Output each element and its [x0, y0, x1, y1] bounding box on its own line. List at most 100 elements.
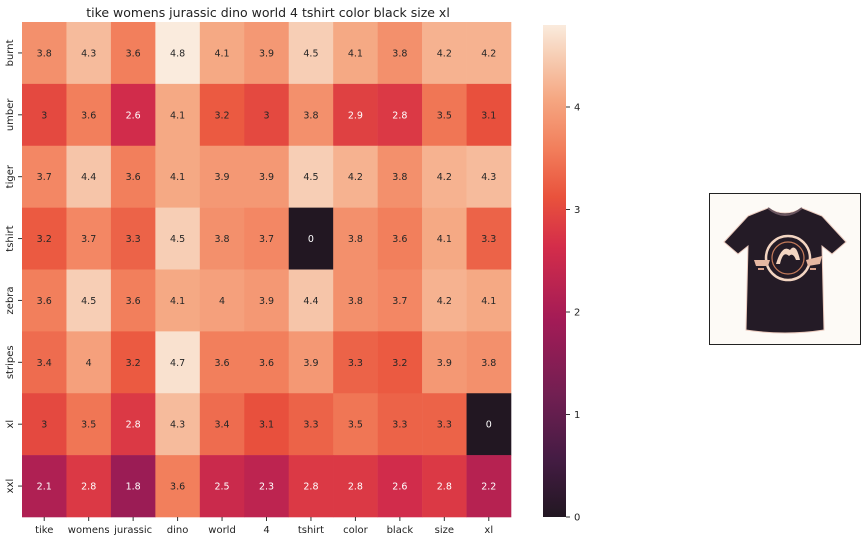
heatmap-cell [66, 145, 112, 208]
cell-value-label: 3.5 [81, 420, 96, 431]
heatmap-cell [155, 269, 201, 332]
cell-value-label: 3.8 [392, 172, 407, 183]
cell-value-label: 3.8 [348, 234, 363, 245]
heatmap-cell [422, 393, 467, 456]
heatmap-cell [155, 207, 201, 270]
cell-value-label: 3.5 [437, 110, 452, 121]
heatmap-cell [110, 331, 156, 394]
cell-value-label: 3.3 [481, 234, 496, 245]
heatmap-cell [244, 393, 290, 456]
x-tick-label: tshirt [298, 525, 324, 536]
heatmap-cell [466, 207, 512, 270]
heatmap-cell [66, 269, 112, 332]
cell-value-label: 4.7 [170, 358, 185, 369]
cell-value-label: 3.6 [214, 358, 229, 369]
heatmap-cell [333, 83, 378, 147]
heatmap-cell [22, 145, 67, 208]
cell-value-label: 4.1 [437, 234, 452, 245]
heatmap-cell [422, 22, 467, 85]
heatmap-cell [66, 207, 112, 270]
cell-value-label: 3.3 [392, 420, 407, 431]
cell-value-label: 4.3 [170, 420, 185, 431]
colorbar-tick-label: 2 [574, 308, 580, 319]
cell-value-label: 4.4 [81, 172, 96, 183]
heatmap-cell [22, 83, 67, 147]
cell-value-label: 3.3 [437, 420, 452, 431]
cell-value-label: 2.8 [348, 482, 363, 493]
heatmap-cell [244, 455, 290, 518]
cell-value-label: 3 [263, 110, 269, 121]
cell-value-label: 3.2 [214, 110, 229, 121]
tshirt-icon [723, 207, 847, 334]
heatmap-cell [288, 331, 334, 394]
product-thumbnail [709, 193, 861, 345]
heatmap-cell [22, 455, 67, 518]
cell-value-label: 3.7 [259, 234, 274, 245]
cell-value-label: 3.5 [348, 420, 363, 431]
heatmap-cell [66, 393, 112, 456]
heatmap-cell [22, 331, 67, 394]
heatmap-cell [199, 207, 245, 270]
x-tick-label: womens [68, 525, 110, 536]
cell-value-label: 2.8 [126, 420, 141, 431]
cell-value-label: 3.9 [259, 48, 274, 59]
cell-value-label: 3.3 [303, 420, 318, 431]
heatmap-cell [110, 455, 156, 518]
heatmap-cell [333, 22, 378, 85]
y-tick-labels: burnt umber tiger tshirt zebra stripes xl xxl [5, 39, 22, 493]
cell-value-label: 0 [308, 234, 314, 245]
cell-value-label: 3.4 [37, 358, 52, 369]
heatmap-cell [333, 393, 378, 456]
cell-value-label: 3.8 [392, 48, 407, 59]
heatmap-cell [110, 145, 156, 208]
cell-value-label: 3.4 [214, 420, 229, 431]
colorbar-gradient [543, 25, 566, 517]
cell-value-label: 2.8 [303, 482, 318, 493]
cell-value-label: 3.9 [303, 358, 318, 369]
cell-value-label: 2.3 [259, 482, 274, 493]
x-tick-label: jurassic [113, 525, 152, 536]
cell-value-label: 3.8 [214, 234, 229, 245]
heatmap-cell [422, 207, 467, 270]
colorbar-tick-label: 4 [574, 103, 580, 114]
heatmap-cell [22, 22, 67, 85]
heatmap-cell [110, 22, 156, 85]
cell-value-label: 4.1 [170, 172, 185, 183]
heatmap-cell [288, 393, 334, 456]
heatmap-cell [333, 207, 378, 270]
heatmap-cell [66, 22, 112, 85]
cell-value-label: 4.1 [170, 110, 185, 121]
heatmap-cell [244, 331, 290, 394]
cell-value-label: 4.2 [437, 172, 452, 183]
cell-value-label: 2.8 [81, 482, 96, 493]
heatmap-cell [288, 22, 334, 85]
y-tick-label: stripes [5, 345, 16, 379]
heatmap-cells: 3.8 4.3 3.6 4.8 4.1 3.9 4.5 4.1 3.8 4.2 4.2 3 3.6 2.6… [22, 22, 512, 518]
heatmap-cell [155, 393, 201, 456]
heatmap-cell [422, 269, 467, 332]
heatmap-cell [155, 83, 201, 147]
cell-value-label: 3.6 [170, 482, 185, 493]
heatmap-cell [110, 207, 156, 270]
heatmap-cell [422, 455, 467, 518]
heatmap-cell [66, 455, 112, 518]
heatmap-cell [66, 331, 112, 394]
heatmap-cell [110, 83, 156, 147]
heatmap-cell [466, 393, 512, 456]
x-tick-label: black [387, 525, 414, 536]
heatmap-cell [333, 455, 378, 518]
heatmap-cell [377, 83, 423, 147]
heatmap-cell [377, 145, 423, 208]
heatmap-cell [244, 145, 290, 208]
cell-value-label: 2.9 [348, 110, 363, 121]
heatmap-cell [199, 455, 245, 518]
colorbar-tick-label: 1 [574, 410, 580, 421]
heatmap-cell [422, 83, 467, 147]
heatmap-cell [466, 83, 512, 147]
heatmap-cell [333, 331, 378, 394]
heatmap-cell [244, 22, 290, 85]
heatmap-cell [155, 145, 201, 208]
cell-value-label: 3.8 [481, 358, 496, 369]
cell-value-label: 3.1 [259, 420, 274, 431]
cell-value-label: 3.9 [259, 172, 274, 183]
